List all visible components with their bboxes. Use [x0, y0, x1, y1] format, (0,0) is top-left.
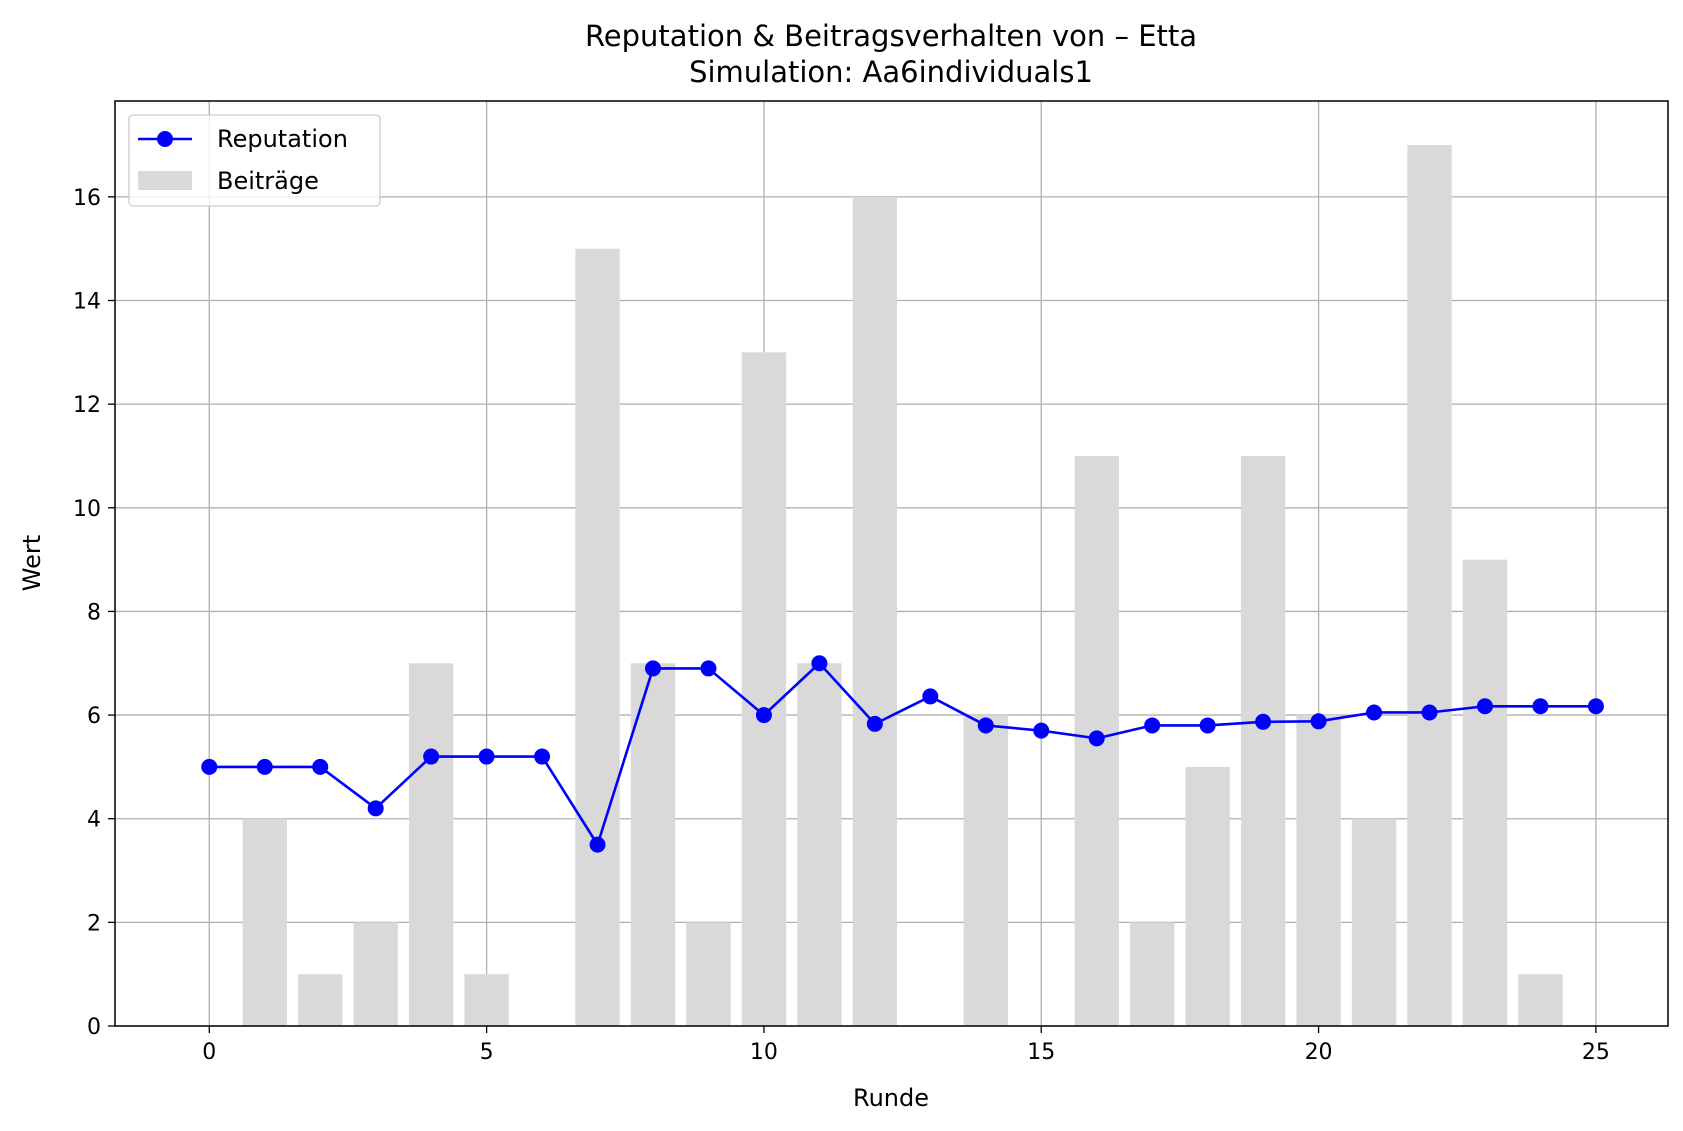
- bar: [298, 974, 343, 1026]
- x-tick-label: 5: [480, 1040, 494, 1065]
- y-tick-label: 0: [87, 1015, 101, 1040]
- reputation-point: [201, 758, 218, 775]
- x-tick-label: 25: [1582, 1040, 1610, 1065]
- bar: [797, 663, 842, 1026]
- bar: [963, 715, 1008, 1026]
- x-tick-label: 10: [750, 1040, 778, 1065]
- bar: [686, 922, 731, 1026]
- y-tick-label: 2: [87, 911, 101, 936]
- bar: [741, 352, 787, 1026]
- reputation-point: [1532, 698, 1549, 715]
- legend-reputation-label: Reputation: [217, 125, 348, 153]
- y-tick-label: 4: [87, 808, 101, 833]
- reputation-point: [367, 800, 384, 817]
- reputation-point: [423, 748, 440, 765]
- bar: [464, 974, 509, 1026]
- reputation-point: [1310, 713, 1327, 730]
- reputation-point: [589, 836, 606, 853]
- reputation-point: [755, 707, 772, 724]
- reputation-point: [312, 758, 329, 775]
- bar-series: [242, 145, 1563, 1027]
- chart-subtitle: Simulation: Aa6individuals1: [689, 55, 1093, 89]
- bar: [242, 818, 287, 1026]
- y-tick-label: 8: [87, 600, 101, 625]
- bar: [1407, 145, 1452, 1027]
- reputation-point: [478, 748, 495, 765]
- reputation-point: [645, 660, 662, 677]
- plot-frame: [114, 100, 1669, 1027]
- reputation-point: [1366, 704, 1383, 721]
- y-tick-label: 6: [87, 704, 101, 729]
- y-tick-label: 14: [73, 290, 101, 315]
- bar: [353, 922, 398, 1026]
- y-tick-label: 12: [73, 393, 101, 418]
- y-axis-label: Wert: [18, 535, 46, 591]
- bar: [1296, 715, 1341, 1026]
- legend-beitraege-label: Beiträge: [217, 167, 319, 195]
- reputation-point: [866, 715, 883, 732]
- bar: [852, 196, 898, 1026]
- reputation-point: [922, 688, 939, 705]
- reputation-point: [1421, 704, 1438, 721]
- reputation-point: [1476, 698, 1493, 715]
- x-tick-label: 15: [1027, 1040, 1055, 1065]
- bar: [1351, 818, 1397, 1026]
- line-series: [201, 655, 1604, 853]
- reputation-point: [534, 748, 551, 765]
- reputation-point: [1033, 722, 1050, 739]
- legend: Reputation Beiträge: [128, 114, 381, 207]
- bar: [1462, 559, 1508, 1026]
- reputation-point: [1088, 730, 1105, 747]
- bar: [1129, 922, 1175, 1026]
- reputation-point: [256, 758, 273, 775]
- chart-title: Reputation & Beitragsverhalten von – Ett…: [585, 19, 1197, 53]
- axis-ticks: 0 5 10 15 20 25 0 2 4 6 8 10 12 14 16: [73, 186, 1610, 1065]
- reputation-point: [1255, 713, 1272, 730]
- y-tick-label: 10: [73, 497, 101, 522]
- reputation-point: [811, 655, 828, 672]
- bar: [630, 663, 676, 1026]
- bar: [408, 663, 454, 1026]
- bar: [575, 248, 620, 1026]
- bar: [1240, 455, 1286, 1026]
- reputation-point: [977, 717, 994, 734]
- reputation-point: [1587, 698, 1604, 715]
- legend-beitraege-swatch-icon: [138, 171, 192, 190]
- reputation-point: [700, 660, 717, 677]
- x-tick-label: 20: [1305, 1040, 1333, 1065]
- x-tick-label: 0: [202, 1040, 216, 1065]
- bar: [1518, 974, 1563, 1026]
- reputation-point: [1144, 717, 1161, 734]
- bar: [1185, 766, 1230, 1026]
- y-tick-label: 16: [73, 186, 101, 211]
- legend-reputation-marker-icon: [157, 131, 173, 147]
- reputation-point: [1199, 717, 1216, 734]
- reputation-line: [209, 661, 1596, 846]
- x-axis-label: Runde: [853, 1084, 929, 1112]
